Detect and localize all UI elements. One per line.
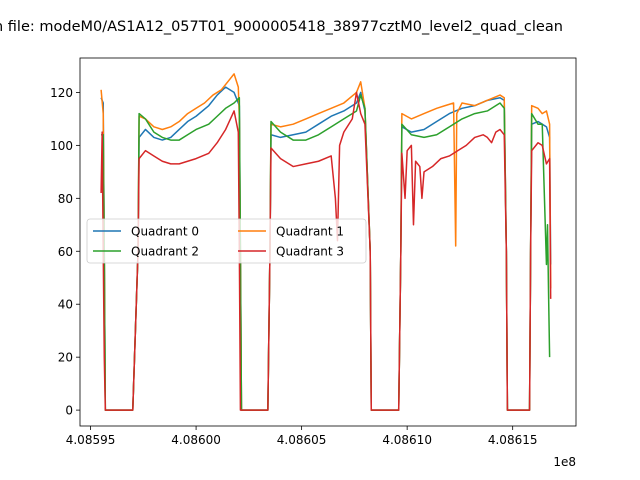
- legend-label: Quadrant 3: [276, 245, 344, 259]
- y-tick-label: 0: [65, 404, 73, 418]
- legend-label: Quadrant 0: [131, 225, 199, 239]
- x-tick-label: 4.08610: [382, 433, 432, 447]
- y-tick-label: 100: [50, 139, 73, 153]
- series-line-quadrant-3: [100, 91, 552, 411]
- y-tick-label: 40: [58, 298, 73, 312]
- plot-area-frame: [79, 57, 577, 427]
- y-tick-label: 120: [50, 86, 73, 100]
- x-axis: 4.08595 4.08600 4.08605 4.08610 4.08615: [66, 426, 538, 447]
- legend-label: Quadrant 1: [276, 225, 344, 239]
- x-tick-label: 4.08615: [488, 433, 538, 447]
- y-axis: 0 20 40 60 80 100 120: [50, 86, 80, 418]
- x-axis-offset-label: 1e8: [553, 455, 576, 469]
- chart-title: n file: modeM0/AS1A12_057T01_9000005418_…: [0, 19, 563, 35]
- y-tick-label: 80: [58, 192, 73, 206]
- chart-legend: Quadrant 0 Quadrant 1 Quadrant 2 Quadrant 3: [86, 218, 367, 264]
- legend-box: [86, 218, 367, 264]
- legend-label: Quadrant 2: [131, 245, 199, 259]
- x-tick-label: 4.08600: [171, 433, 221, 447]
- series-line-quadrant-1: [100, 73, 552, 411]
- y-tick-label: 60: [58, 245, 73, 259]
- x-tick-label: 4.08595: [66, 433, 116, 447]
- x-tick-label: 4.08605: [277, 433, 327, 447]
- y-tick-label: 20: [58, 351, 73, 365]
